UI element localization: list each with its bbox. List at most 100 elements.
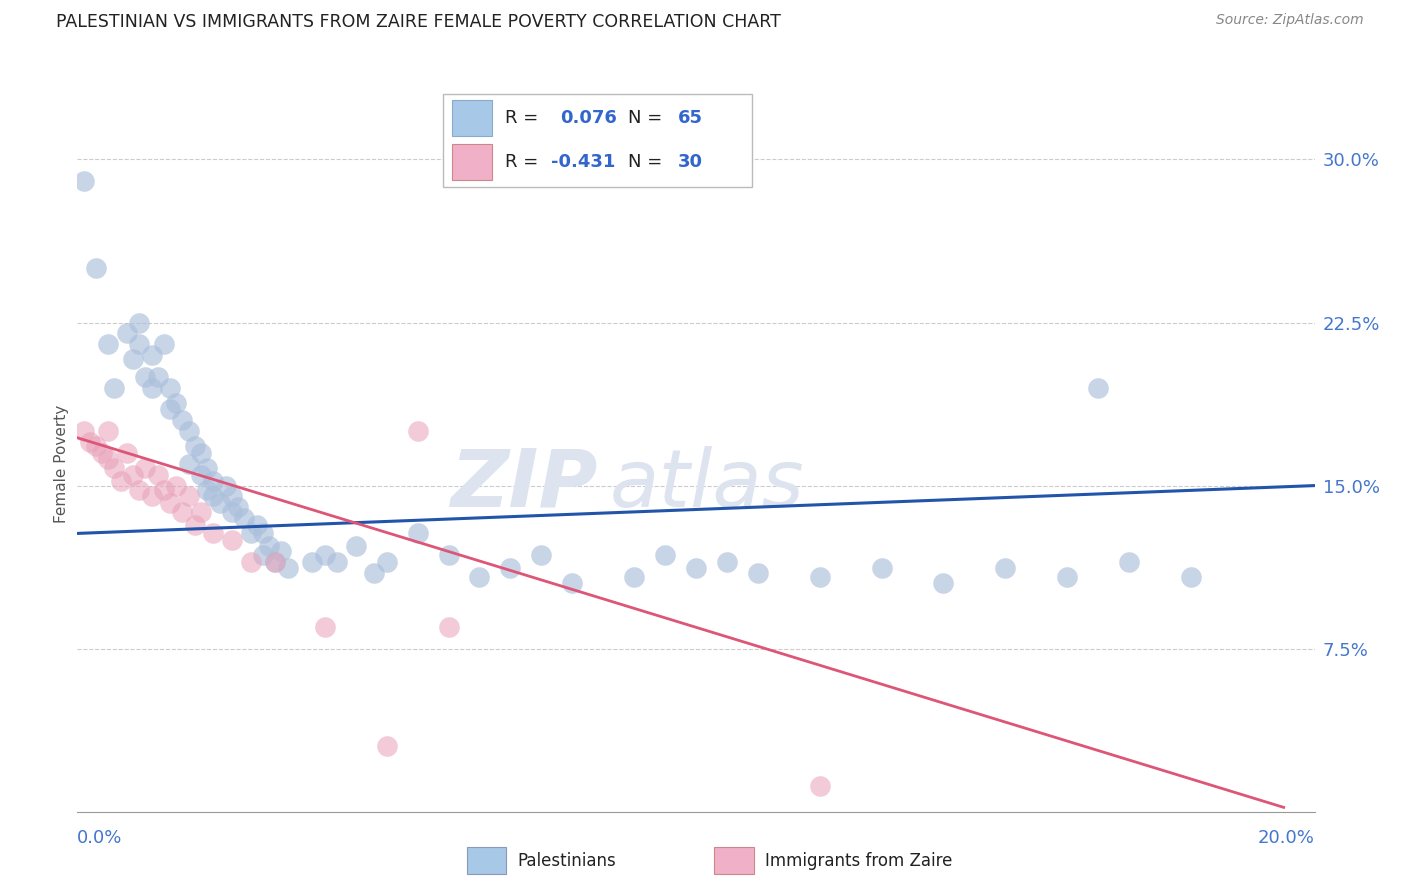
Point [190,505,212,519]
Point [233,511,256,525]
Point [146,369,169,384]
Point [530,548,553,562]
Point [277,561,299,575]
Point [103,461,125,475]
Point [159,381,181,395]
Text: PALESTINIAN VS IMMIGRANTS FROM ZAIRE FEMALE POVERTY CORRELATION CHART: PALESTINIAN VS IMMIGRANTS FROM ZAIRE FEM… [56,13,782,31]
Point [97,452,120,467]
Text: R =: R = [505,153,544,171]
Point [141,490,163,504]
Point [134,369,156,384]
Point [103,381,125,395]
Point [208,496,231,510]
Point [870,561,893,575]
Point [437,548,460,562]
Point [221,533,243,547]
Text: 0.076: 0.076 [561,109,617,127]
Text: Palestinians: Palestinians [517,852,616,870]
Point [808,570,831,584]
Point [128,316,150,330]
Text: atlas: atlas [609,446,804,524]
Text: 30: 30 [678,153,703,171]
Point [246,517,269,532]
Point [165,478,187,492]
Text: N =: N = [628,109,668,127]
Point [932,576,955,591]
Point [141,381,163,395]
Text: 0.0%: 0.0% [77,830,122,847]
Point [252,548,274,562]
Point [141,348,163,362]
Text: 20.0%: 20.0% [1258,830,1315,847]
Point [195,461,218,475]
Point [84,440,107,454]
Point [326,555,349,569]
Point [202,526,225,541]
Point [72,424,94,438]
Point [134,461,156,475]
Point [301,555,323,569]
Point [406,526,429,541]
Point [177,490,200,504]
FancyBboxPatch shape [443,94,752,187]
Point [84,261,107,276]
Point [97,337,120,351]
Point [215,478,238,492]
Point [79,435,101,450]
Point [270,544,292,558]
Point [122,352,145,367]
Point [468,570,491,584]
Text: Source: ZipAtlas.com: Source: ZipAtlas.com [1216,13,1364,28]
Point [115,326,138,341]
Point [97,424,120,438]
Point [159,496,181,510]
Point [172,413,194,427]
Point [239,526,262,541]
Text: ZIP: ZIP [450,446,598,524]
Point [808,779,831,793]
Point [122,467,145,482]
Point [177,457,200,471]
Point [110,475,132,489]
Point [165,396,187,410]
Point [685,561,707,575]
Point [128,337,150,351]
Point [406,424,429,438]
Point [190,467,212,482]
Point [1087,381,1109,395]
Point [1180,570,1202,584]
Point [994,561,1017,575]
Point [239,555,262,569]
Point [363,566,385,580]
Point [128,483,150,497]
Point [153,483,176,497]
Point [202,490,225,504]
Point [1118,555,1140,569]
Point [177,424,200,438]
Point [221,505,243,519]
Text: N =: N = [628,153,668,171]
Point [257,540,280,554]
FancyBboxPatch shape [453,100,492,136]
Point [314,548,336,562]
Point [437,620,460,634]
Point [1056,570,1078,584]
Point [314,620,336,634]
Text: 65: 65 [678,109,703,127]
Point [153,337,176,351]
Point [159,402,181,417]
Point [195,483,218,497]
Point [184,517,207,532]
Point [172,505,194,519]
Text: -0.431: -0.431 [551,153,616,171]
Point [91,446,114,460]
Point [375,555,398,569]
Point [344,540,367,554]
Point [72,174,94,188]
Point [115,446,138,460]
Point [264,555,287,569]
Point [747,566,769,580]
Point [264,555,287,569]
Point [654,548,676,562]
FancyBboxPatch shape [453,145,492,180]
